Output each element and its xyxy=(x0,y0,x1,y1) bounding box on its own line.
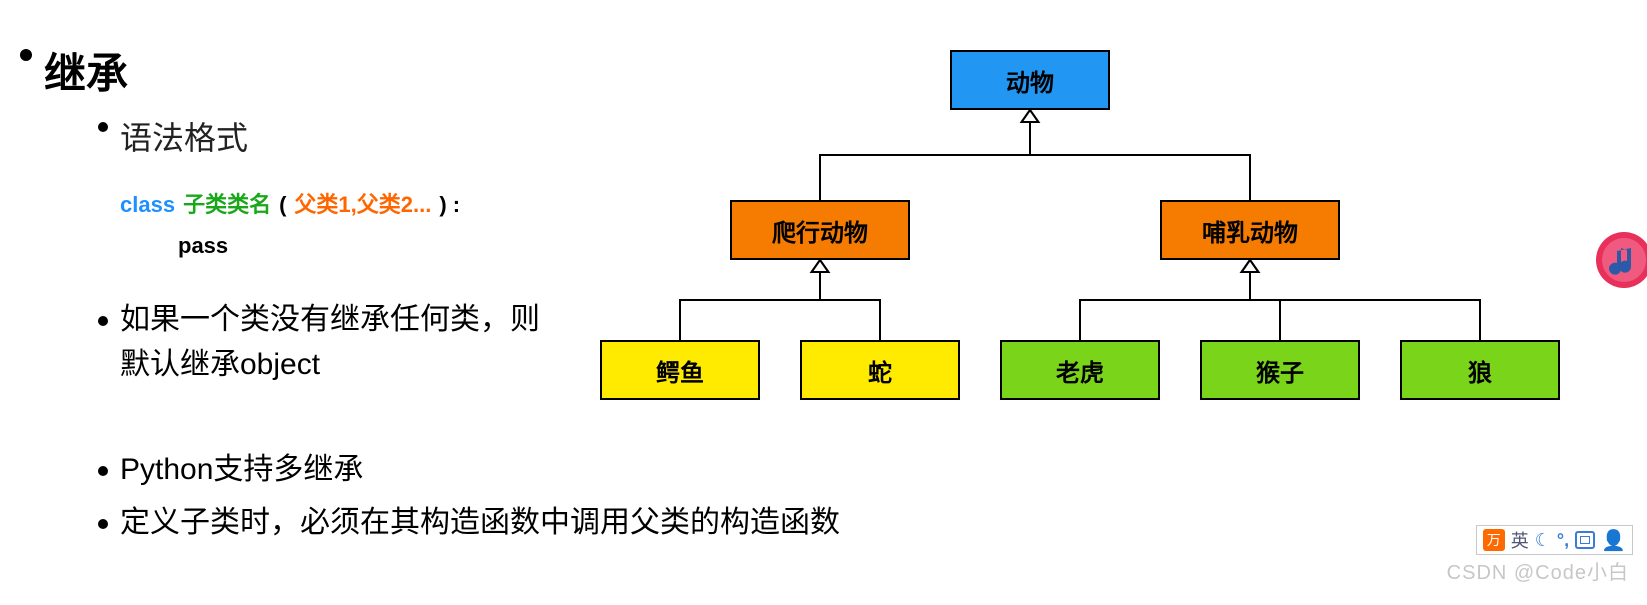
music-icon[interactable] xyxy=(1589,220,1647,290)
tree-edge xyxy=(820,122,1030,200)
inheritance-tree: 动物爬行动物 哺乳动物鳄鱼蛇老虎猴子狼 xyxy=(600,40,1580,420)
bullet-text: 如果一个类没有继承任何类，则默认继承object xyxy=(120,297,540,387)
bullet-item: Python支持多继承 xyxy=(98,447,920,492)
tree-node-animal: 动物 xyxy=(950,50,1110,110)
tree-edge xyxy=(820,272,880,340)
kw-class: class xyxy=(120,192,175,218)
bullet-dot xyxy=(20,49,32,61)
bullet-text: Python支持多继承 xyxy=(120,447,363,492)
tree-arrowhead xyxy=(1022,110,1039,122)
tree-arrowhead xyxy=(812,260,829,272)
bullet-text: 定义子类时，必须在其构造函数中调用父类的构造函数 xyxy=(120,500,840,545)
tree-arrowhead xyxy=(1242,260,1259,272)
rparen-colon: ) : xyxy=(439,192,460,218)
sub-heading: 语法格式 xyxy=(120,113,248,159)
tree-edge xyxy=(1250,272,1480,340)
tree-node-wolf: 狼 xyxy=(1400,340,1560,400)
bullet-dot xyxy=(98,466,108,476)
tree-edge xyxy=(1030,122,1250,200)
parents: 父类1,父类2... xyxy=(294,187,431,219)
ime-lang[interactable]: 英 xyxy=(1511,527,1529,553)
moon-icon[interactable]: ☾ xyxy=(1535,530,1551,551)
heading: 继承 xyxy=(44,40,128,101)
tree-node-mammal: 哺乳动物 xyxy=(1160,200,1340,260)
ime-toolbar[interactable]: 万 英 ☾ °, 👤 xyxy=(1476,525,1633,555)
tree-edge xyxy=(680,272,820,340)
user-icon[interactable]: 👤 xyxy=(1601,528,1626,553)
tree-edge xyxy=(1080,272,1250,340)
tree-node-reptile: 爬行动物 xyxy=(730,200,910,260)
punct-icon[interactable]: °, xyxy=(1557,530,1569,551)
bullet-item: 定义子类时，必须在其构造函数中调用父类的构造函数 xyxy=(98,500,920,545)
bullet-dot xyxy=(98,316,108,326)
tree-edge xyxy=(1250,272,1280,340)
keyboard-icon[interactable] xyxy=(1575,531,1595,549)
bullet-dot xyxy=(98,122,108,132)
tree-node-tiger: 老虎 xyxy=(1000,340,1160,400)
child-name: 子类类名 xyxy=(183,187,271,219)
tree-node-snake: 蛇 xyxy=(800,340,960,400)
watermark: CSDN @Code小白 xyxy=(1447,556,1629,585)
lparen: ( xyxy=(279,192,286,218)
bullet-dot xyxy=(98,519,108,529)
tree-node-croc: 鳄鱼 xyxy=(600,340,760,400)
tree-node-monkey: 猴子 xyxy=(1200,340,1360,400)
ime-logo-icon: 万 xyxy=(1483,529,1505,551)
